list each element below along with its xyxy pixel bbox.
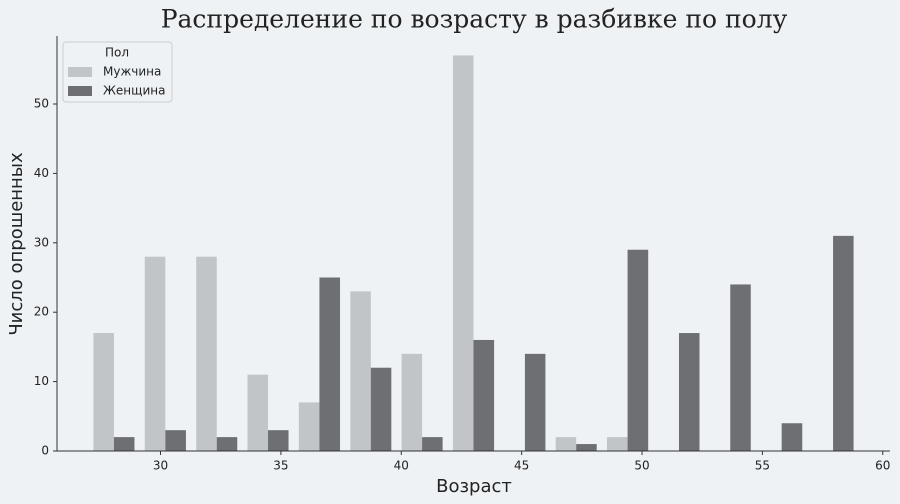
x-tick-label: 60 <box>875 459 890 473</box>
bar <box>473 339 495 451</box>
bar <box>452 55 474 452</box>
bar <box>319 277 341 451</box>
x-tick-label: 40 <box>394 459 409 473</box>
bar <box>576 444 597 451</box>
chart-title: Распределение по возрасту в разбивке по … <box>161 5 788 34</box>
x-tick-label: 55 <box>755 459 770 473</box>
y-tick-label: 30 <box>34 235 49 249</box>
bar <box>144 256 166 451</box>
bar <box>555 437 577 451</box>
y-tick-label: 50 <box>34 97 49 111</box>
bar <box>627 249 649 451</box>
bar <box>298 402 320 451</box>
bar <box>833 235 854 451</box>
bar <box>678 333 700 451</box>
legend-label: Мужчина <box>103 65 161 79</box>
bar <box>524 353 546 451</box>
bar <box>196 256 217 451</box>
y-tick-label: 0 <box>41 444 49 458</box>
x-tick-label: 30 <box>153 459 168 473</box>
y-tick-label: 20 <box>34 305 49 319</box>
x-tick-label: 50 <box>634 459 649 473</box>
legend-swatch <box>68 67 92 77</box>
y-tick-label: 40 <box>34 166 49 180</box>
x-tick-label: 35 <box>273 459 288 473</box>
y-tick-label: 10 <box>34 374 49 388</box>
bar <box>216 437 238 451</box>
x-axis-label: Возраст <box>436 476 512 497</box>
bar <box>370 367 392 451</box>
legend-swatch <box>68 86 92 96</box>
bar <box>247 374 269 451</box>
x-tick-label: 45 <box>514 459 529 473</box>
legend-title: Пол <box>105 46 129 60</box>
bar <box>93 333 114 451</box>
bar <box>781 423 803 451</box>
bar <box>350 291 371 451</box>
bar <box>268 430 289 451</box>
bar <box>113 437 135 451</box>
bar <box>606 437 628 451</box>
legend-label: Женщина <box>103 84 165 98</box>
bar <box>422 437 443 451</box>
bar <box>401 353 423 451</box>
y-axis-label: Число опрошенных <box>6 152 27 336</box>
bar <box>165 430 186 451</box>
bar <box>730 284 751 451</box>
